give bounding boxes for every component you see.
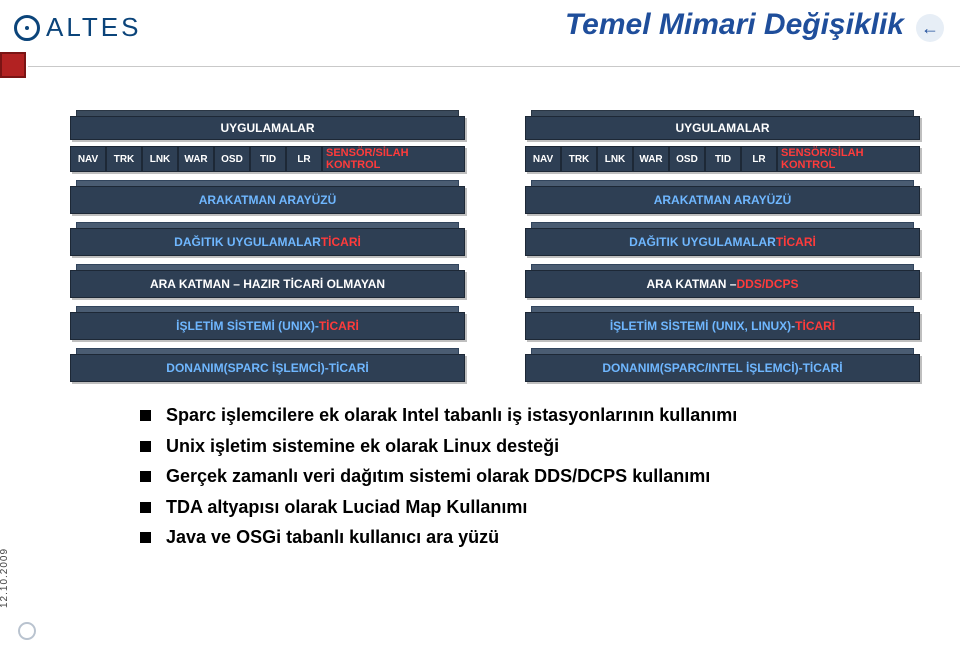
layers: ARAKATMAN ARAYÜZÜ DAĞITIK UYGULAMALAR TİC…	[525, 172, 920, 382]
module-tab: TID	[250, 146, 286, 172]
bullet-item: Sparc işlemcilere ek olarak Intel tabanl…	[140, 400, 920, 431]
footer-circle-icon	[18, 622, 36, 640]
stack-header: UYGULAMALAR	[525, 110, 920, 140]
diagram-area: UYGULAMALAR NAVTRKLNKWAROSDTIDLRSENSÖR/S…	[70, 110, 920, 370]
module-tab: LR	[741, 146, 777, 172]
layer-label: ARAKATMAN ARAYÜZÜ	[525, 186, 920, 214]
layer-label: İŞLETİM SİSTEMİ (UNIX, LINUX)- TİCARİ	[525, 312, 920, 340]
logo-ring-icon	[14, 15, 40, 41]
layer-label: ARAKATMAN ARAYÜZÜ	[70, 186, 465, 214]
module-tab: LNK	[142, 146, 178, 172]
layer: DAĞITIK UYGULAMALAR TİCARİ	[525, 222, 920, 256]
module-tab: WAR	[178, 146, 214, 172]
layer: DONANIM(SPARC/INTEL İŞLEMCİ)-TİCARİ	[525, 348, 920, 382]
module-tab-wide: SENSÖR/SİLAH KONTROL	[322, 146, 465, 172]
layer: İŞLETİM SİSTEMİ (UNIX, LINUX)- TİCARİ	[525, 306, 920, 340]
layers: ARAKATMAN ARAYÜZÜ DAĞITIK UYGULAMALAR TİC…	[70, 172, 465, 382]
module-tab: NAV	[525, 146, 561, 172]
layer-label: ARA KATMAN – HAZIR TİCARİ OLMAYAN	[70, 270, 465, 298]
stack-header: UYGULAMALAR	[70, 110, 465, 140]
stack-right: UYGULAMALAR NAVTRKLNKWAROSDTIDLRSENSÖR/S…	[525, 110, 920, 370]
layer-label: DONANIM(SPARC/INTEL İŞLEMCİ)-TİCARİ	[525, 354, 920, 382]
bullet-list: Sparc işlemcilere ek olarak Intel tabanl…	[140, 400, 920, 553]
back-icon[interactable]: ←	[916, 14, 944, 42]
module-tab: LNK	[597, 146, 633, 172]
layer: DONANIM(SPARC İŞLEMCİ)-TİCARİ	[70, 348, 465, 382]
logo: ALTES	[14, 12, 141, 43]
layer-label: DAĞITIK UYGULAMALAR TİCARİ	[70, 228, 465, 256]
tab-row: NAVTRKLNKWAROSDTIDLRSENSÖR/SİLAH KONTROL	[70, 146, 465, 172]
module-tab: LR	[286, 146, 322, 172]
stack-header-label: UYGULAMALAR	[70, 116, 465, 140]
layer: ARAKATMAN ARAYÜZÜ	[525, 180, 920, 214]
module-tab: TRK	[106, 146, 142, 172]
module-tab-wide: SENSÖR/SİLAH KONTROL	[777, 146, 920, 172]
layer-label: ARA KATMAN – DDS/DCPS	[525, 270, 920, 298]
bullet-item: Gerçek zamanlı veri dağıtım sistemi olar…	[140, 461, 920, 492]
layer: İŞLETİM SİSTEMİ (UNIX)- TİCARİ	[70, 306, 465, 340]
page-title: Temel Mimari Değişiklik	[565, 8, 904, 42]
logo-text: ALTES	[46, 12, 141, 43]
stack-header-label: UYGULAMALAR	[525, 116, 920, 140]
layer: ARAKATMAN ARAYÜZÜ	[70, 180, 465, 214]
module-tab: TRK	[561, 146, 597, 172]
accent-square	[0, 52, 26, 78]
slide: { "logo_text": "ALTES", "title": "Temel …	[0, 0, 960, 654]
layer-label: İŞLETİM SİSTEMİ (UNIX)- TİCARİ	[70, 312, 465, 340]
module-tab: OSD	[214, 146, 250, 172]
layer: DAĞITIK UYGULAMALAR TİCARİ	[70, 222, 465, 256]
bullet-item: Unix işletim sistemine ek olarak Linux d…	[140, 431, 920, 462]
date-label: 12.10.2009	[0, 548, 10, 608]
layer-label: DAĞITIK UYGULAMALAR TİCARİ	[525, 228, 920, 256]
module-tab: WAR	[633, 146, 669, 172]
layer: ARA KATMAN – HAZIR TİCARİ OLMAYAN	[70, 264, 465, 298]
module-tab: NAV	[70, 146, 106, 172]
module-tab: TID	[705, 146, 741, 172]
header-rule	[28, 66, 960, 67]
bullet-item: TDA altyapısı olarak Luciad Map Kullanım…	[140, 492, 920, 523]
tab-row: NAVTRKLNKWAROSDTIDLRSENSÖR/SİLAH KONTROL	[525, 146, 920, 172]
bullet-item: Java ve OSGi tabanlı kullanıcı ara yüzü	[140, 522, 920, 553]
layer: ARA KATMAN – DDS/DCPS	[525, 264, 920, 298]
module-tab: OSD	[669, 146, 705, 172]
stack-left: UYGULAMALAR NAVTRKLNKWAROSDTIDLRSENSÖR/S…	[70, 110, 465, 370]
layer-label: DONANIM(SPARC İŞLEMCİ)-TİCARİ	[70, 354, 465, 382]
